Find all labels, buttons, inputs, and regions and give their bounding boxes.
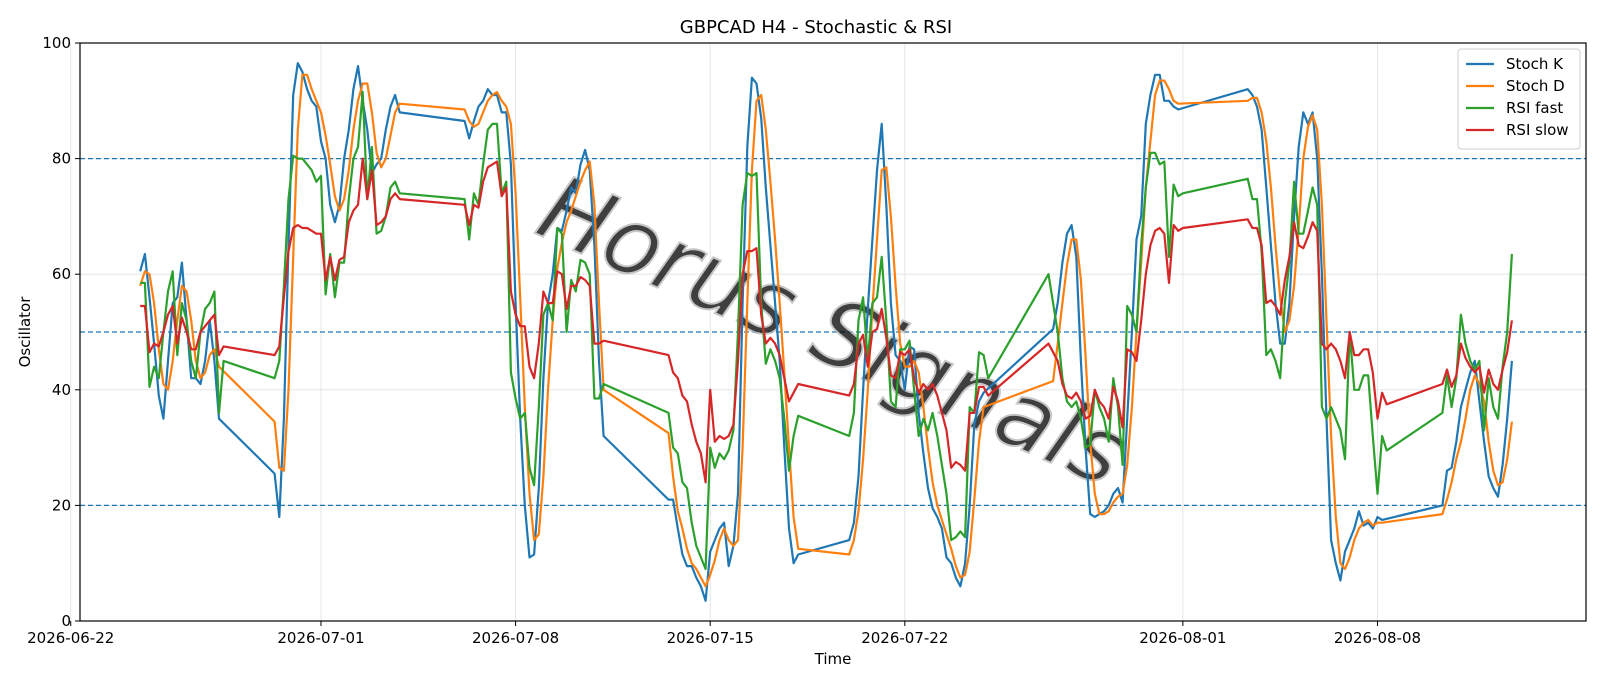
- y-axis-label: Oscillator: [16, 296, 34, 368]
- x-tick-label: 2026-06-22: [27, 629, 114, 647]
- y-tick-label: 20: [52, 496, 71, 514]
- y-tick-label: 80: [52, 150, 71, 168]
- legend-frame: [1457, 48, 1581, 150]
- legend-label-stoch-k: Stoch K: [1506, 55, 1564, 73]
- plot-frame: [79, 42, 1587, 622]
- series-line-stoch-k: [139, 62, 1513, 602]
- y-tick-label: 60: [52, 265, 71, 283]
- y-tick-label: 0: [61, 612, 71, 630]
- x-tick-label: 2026-07-01: [277, 629, 364, 647]
- y-tick-label: 40: [52, 381, 71, 399]
- legend: Stoch K Stoch D RSI fast RSI slow: [1457, 48, 1581, 150]
- legend-label-stoch-d: Stoch D: [1506, 77, 1565, 95]
- series-line-rsi-slow: [140, 157, 1513, 484]
- x-tick-label: 2026-08-08: [1334, 629, 1421, 647]
- x-tick-label: 2026-07-08: [472, 629, 559, 647]
- legend-label-rsi-fast: RSI fast: [1506, 99, 1563, 117]
- series-layer: [139, 62, 1513, 602]
- chart-title: GBPCAD H4 - Stochastic & RSI: [680, 17, 952, 38]
- x-tick-label: 2026-08-01: [1139, 629, 1226, 647]
- reference-lines: [80, 157, 1586, 507]
- axis-ticks: 0 20 40 60 80 100 2026-06-22 2026-07-01 2026-07-…: [27, 34, 1421, 647]
- x-tick-label: 2026-07-22: [861, 629, 948, 647]
- legend-label-rsi-slow: RSI slow: [1506, 121, 1569, 139]
- series-line-stoch-d: [139, 73, 1513, 588]
- series-line-rsi-fast: [140, 90, 1513, 571]
- y-tick-label: 100: [42, 34, 71, 52]
- x-tick-label: 2026-07-15: [667, 629, 754, 647]
- x-axis-label: Time: [814, 650, 852, 668]
